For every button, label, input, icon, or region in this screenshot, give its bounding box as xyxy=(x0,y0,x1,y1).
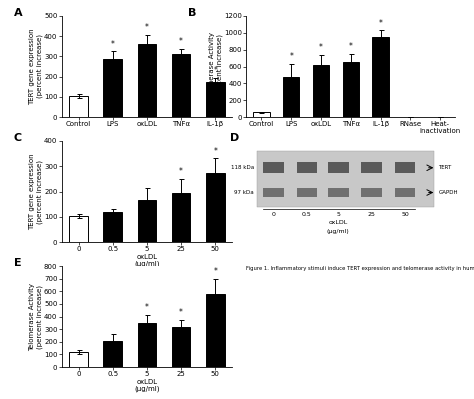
FancyBboxPatch shape xyxy=(361,188,382,197)
Bar xyxy=(137,43,156,117)
Text: *: * xyxy=(349,42,353,51)
Text: (μg/ml): (μg/ml) xyxy=(327,229,350,234)
Text: B: B xyxy=(188,8,196,18)
Y-axis label: TERT gene expression
(percent increase): TERT gene expression (percent increase) xyxy=(29,28,43,105)
FancyBboxPatch shape xyxy=(328,162,349,173)
Text: Figure 1. Inflammatory stimuli induce TERT expression and telomerase activity in: Figure 1. Inflammatory stimuli induce TE… xyxy=(246,266,474,271)
Text: 118 kDa: 118 kDa xyxy=(230,165,254,170)
FancyBboxPatch shape xyxy=(297,188,318,197)
Text: E: E xyxy=(14,258,21,268)
Y-axis label: TERT gene expression
(percent increase): TERT gene expression (percent increase) xyxy=(29,153,43,230)
Text: TERT: TERT xyxy=(438,165,452,170)
Text: oxLDL: oxLDL xyxy=(328,220,348,225)
Text: 25: 25 xyxy=(368,212,375,217)
Bar xyxy=(373,37,389,117)
X-axis label: oxLDL
(μg/ml): oxLDL (μg/ml) xyxy=(134,254,160,267)
X-axis label: oxLDL
(μg/ml): oxLDL (μg/ml) xyxy=(134,379,160,392)
Text: C: C xyxy=(14,133,22,143)
Bar xyxy=(206,82,225,117)
FancyBboxPatch shape xyxy=(394,162,415,173)
Text: *: * xyxy=(289,52,293,61)
Bar xyxy=(103,212,122,242)
Text: 5: 5 xyxy=(337,212,340,217)
Text: GAPDH: GAPDH xyxy=(438,190,458,195)
Bar xyxy=(69,352,88,367)
Y-axis label: Telomerase Activity
(percent increase): Telomerase Activity (percent increase) xyxy=(29,282,43,351)
Text: 97 kDa: 97 kDa xyxy=(234,190,254,195)
FancyBboxPatch shape xyxy=(263,162,284,173)
Text: 0.5: 0.5 xyxy=(302,212,312,217)
Text: *: * xyxy=(145,23,149,32)
FancyBboxPatch shape xyxy=(297,162,318,173)
FancyBboxPatch shape xyxy=(361,162,382,173)
Text: *: * xyxy=(213,267,217,276)
Text: *: * xyxy=(213,147,217,156)
Text: *: * xyxy=(179,167,183,176)
Bar xyxy=(343,62,359,117)
Bar xyxy=(69,215,88,242)
Text: A: A xyxy=(14,8,22,18)
Bar xyxy=(137,200,156,242)
Text: *: * xyxy=(179,308,183,318)
Bar xyxy=(172,54,191,117)
Text: *: * xyxy=(111,40,115,49)
FancyBboxPatch shape xyxy=(328,188,349,197)
Text: 50: 50 xyxy=(401,212,409,217)
Bar xyxy=(172,327,191,367)
Bar xyxy=(313,65,329,117)
Bar xyxy=(253,113,270,117)
Bar xyxy=(103,341,122,367)
Bar xyxy=(137,323,156,367)
Text: *: * xyxy=(213,66,217,75)
Bar xyxy=(283,77,300,117)
Bar xyxy=(172,193,191,242)
Text: *: * xyxy=(145,303,149,312)
Text: D: D xyxy=(230,133,239,143)
Bar xyxy=(206,173,225,242)
Y-axis label: Telomerase Activity
(percent increase): Telomerase Activity (percent increase) xyxy=(210,32,223,101)
Text: 0: 0 xyxy=(272,212,275,217)
Text: *: * xyxy=(179,38,183,46)
Bar xyxy=(69,96,88,117)
FancyBboxPatch shape xyxy=(263,188,284,197)
FancyBboxPatch shape xyxy=(394,188,415,197)
Text: *: * xyxy=(319,43,323,52)
Bar xyxy=(103,59,122,117)
FancyBboxPatch shape xyxy=(257,151,434,207)
Bar xyxy=(206,294,225,367)
Text: *: * xyxy=(379,19,383,28)
